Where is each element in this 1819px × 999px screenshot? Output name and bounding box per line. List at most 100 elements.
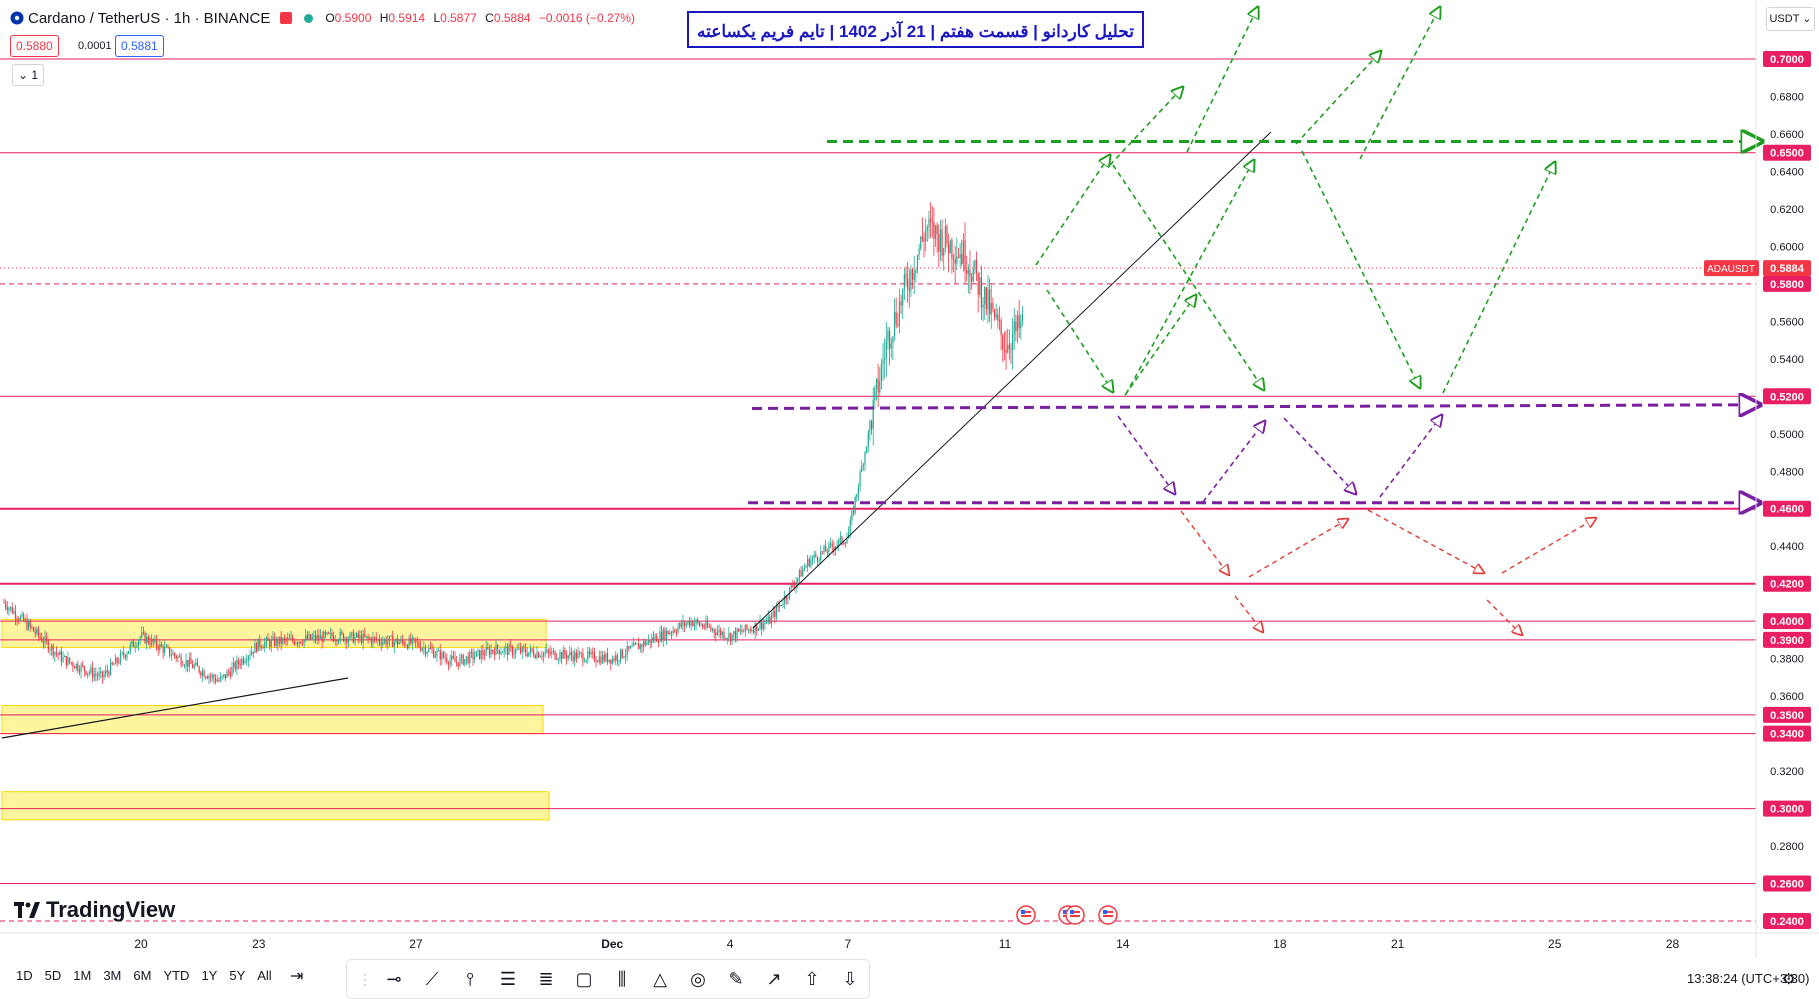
level-label: 0.4000 bbox=[1770, 616, 1804, 628]
candle-body bbox=[1016, 315, 1019, 331]
level-label-bg bbox=[1763, 913, 1811, 929]
drag-handle-icon[interactable]: ⋮ bbox=[358, 970, 372, 987]
brush-icon[interactable]: ✎ bbox=[728, 968, 744, 989]
spread-value: 0.0001 bbox=[78, 40, 112, 52]
candle-body bbox=[369, 638, 371, 640]
arrow-down-icon[interactable]: ⇩ bbox=[842, 968, 858, 989]
candle-body bbox=[952, 258, 955, 260]
range-ytd[interactable]: YTD bbox=[163, 968, 190, 983]
candle-body bbox=[729, 633, 732, 642]
range-all[interactable]: All bbox=[257, 968, 272, 983]
time-axis: 20 23 27 Dec 4 7 11 14 18 21 25 28 bbox=[0, 932, 1819, 951]
candle-body bbox=[575, 652, 577, 659]
candle-body bbox=[119, 653, 122, 663]
candle-body bbox=[1003, 349, 1005, 351]
candle-body bbox=[438, 650, 440, 652]
candle-body bbox=[708, 626, 710, 628]
candle-body bbox=[205, 676, 207, 678]
range-5y[interactable]: 5Y bbox=[229, 968, 246, 983]
candle-body bbox=[198, 666, 200, 673]
candle-body bbox=[693, 623, 696, 627]
candle-body bbox=[37, 628, 40, 636]
candle-body bbox=[170, 655, 172, 657]
candle-body bbox=[285, 638, 287, 641]
us-event-icon bbox=[1016, 905, 1036, 925]
range-1y[interactable]: 1Y bbox=[201, 968, 218, 983]
range-3m[interactable]: 3M bbox=[103, 968, 122, 983]
circle-icon[interactable]: ◎ bbox=[690, 968, 706, 989]
tradingview-logo[interactable]: TradingView bbox=[14, 897, 175, 923]
candle-body bbox=[964, 240, 966, 271]
currency-selector[interactable]: USDT ⌄ bbox=[1766, 7, 1815, 31]
indicators-collapse-button[interactable]: ⌄ 1 bbox=[12, 64, 44, 86]
trendline-icon[interactable]: ⟋ bbox=[425, 968, 439, 989]
event-flag-stripe bbox=[1021, 911, 1031, 913]
candle-body bbox=[813, 554, 815, 558]
candle-body bbox=[475, 651, 477, 657]
goto-date-icon[interactable]: ⇥ bbox=[290, 968, 304, 985]
candle-body bbox=[467, 656, 469, 664]
gear-icon[interactable]: ⚙ bbox=[1782, 971, 1796, 988]
sell-price-button[interactable]: 0.5880 bbox=[10, 35, 59, 57]
candle-body bbox=[505, 646, 507, 649]
range-1d[interactable]: 1D bbox=[16, 968, 33, 983]
level-label-bg bbox=[1763, 144, 1811, 161]
candle-body bbox=[961, 253, 963, 265]
flag-icon[interactable] bbox=[280, 12, 293, 24]
parallel-channel-icon[interactable]: ☰ bbox=[499, 968, 517, 989]
candle-body bbox=[569, 652, 571, 656]
scenario-arrow-red bbox=[1234, 595, 1263, 632]
candle-body bbox=[93, 673, 95, 678]
range-5d[interactable]: 5D bbox=[44, 968, 62, 983]
candle-body bbox=[152, 638, 154, 643]
time-tick-label: 18 bbox=[1273, 937, 1287, 951]
candle-body bbox=[567, 655, 569, 659]
pattern-icon[interactable]: △ bbox=[653, 968, 667, 989]
candle-body bbox=[803, 567, 805, 570]
candle-body bbox=[608, 659, 610, 663]
vertical-line-icon[interactable]: ⫯ bbox=[466, 968, 474, 989]
bottom-toolbar: 1D 5D 1M 3M 6M YTD 1Y 5Y All ⇥ ⋮ ⊸ ⟋ ⫯ ☰… bbox=[0, 958, 1819, 999]
candle-body bbox=[682, 621, 684, 627]
candle-body bbox=[106, 670, 108, 673]
candle-body bbox=[128, 651, 130, 654]
rectangle-icon[interactable]: ▢ bbox=[575, 968, 593, 989]
candle-body bbox=[275, 638, 277, 646]
candle-body bbox=[574, 652, 576, 661]
horizontal-ray-icon[interactable]: ⊸ bbox=[386, 968, 402, 989]
candle-body bbox=[1000, 320, 1002, 335]
range-6m[interactable]: 6M bbox=[133, 968, 152, 983]
range-1m[interactable]: 1M bbox=[73, 968, 92, 983]
candle-body bbox=[513, 653, 515, 655]
candle-body bbox=[611, 658, 614, 664]
candle-body bbox=[46, 636, 48, 641]
candle-body bbox=[55, 651, 58, 654]
arrow-marker-icon[interactable]: ↗ bbox=[766, 968, 782, 989]
candle-body bbox=[649, 639, 651, 644]
candle-body bbox=[521, 646, 523, 653]
candle-body bbox=[144, 632, 146, 644]
level-label: 0.4200 bbox=[1770, 579, 1804, 591]
arrow-up-icon[interactable]: ⇧ bbox=[804, 968, 820, 989]
candle-body bbox=[808, 559, 810, 567]
fib-retracement-icon[interactable]: ≣ bbox=[538, 968, 554, 989]
symbol-label-bg bbox=[1704, 260, 1759, 277]
date-range-buttons: 1D 5D 1M 3M 6M YTD 1Y 5Y All bbox=[10, 968, 278, 983]
candle-body bbox=[638, 643, 640, 650]
candle-body bbox=[697, 620, 699, 623]
clock[interactable]: 13:38:24 (UTC+3:30) bbox=[1687, 971, 1810, 986]
candle-body bbox=[885, 340, 887, 358]
level-label: 0.3500 bbox=[1770, 710, 1804, 722]
long-position-icon[interactable]: ⫼ bbox=[617, 968, 627, 989]
candle-body bbox=[825, 546, 827, 552]
symbol-title[interactable]: Cardano / TetherUS · 1h · BINANCE bbox=[28, 9, 271, 27]
candle-body bbox=[213, 675, 215, 679]
candle-body bbox=[362, 633, 364, 643]
candle-body bbox=[493, 651, 495, 655]
symbol-label: ADAUSDT bbox=[1707, 264, 1755, 275]
candle-body bbox=[570, 652, 573, 656]
candle-body bbox=[956, 256, 958, 264]
buy-price-button[interactable]: 0.5881 bbox=[115, 35, 164, 57]
tradingview-logo-text: TradingView bbox=[46, 897, 176, 922]
